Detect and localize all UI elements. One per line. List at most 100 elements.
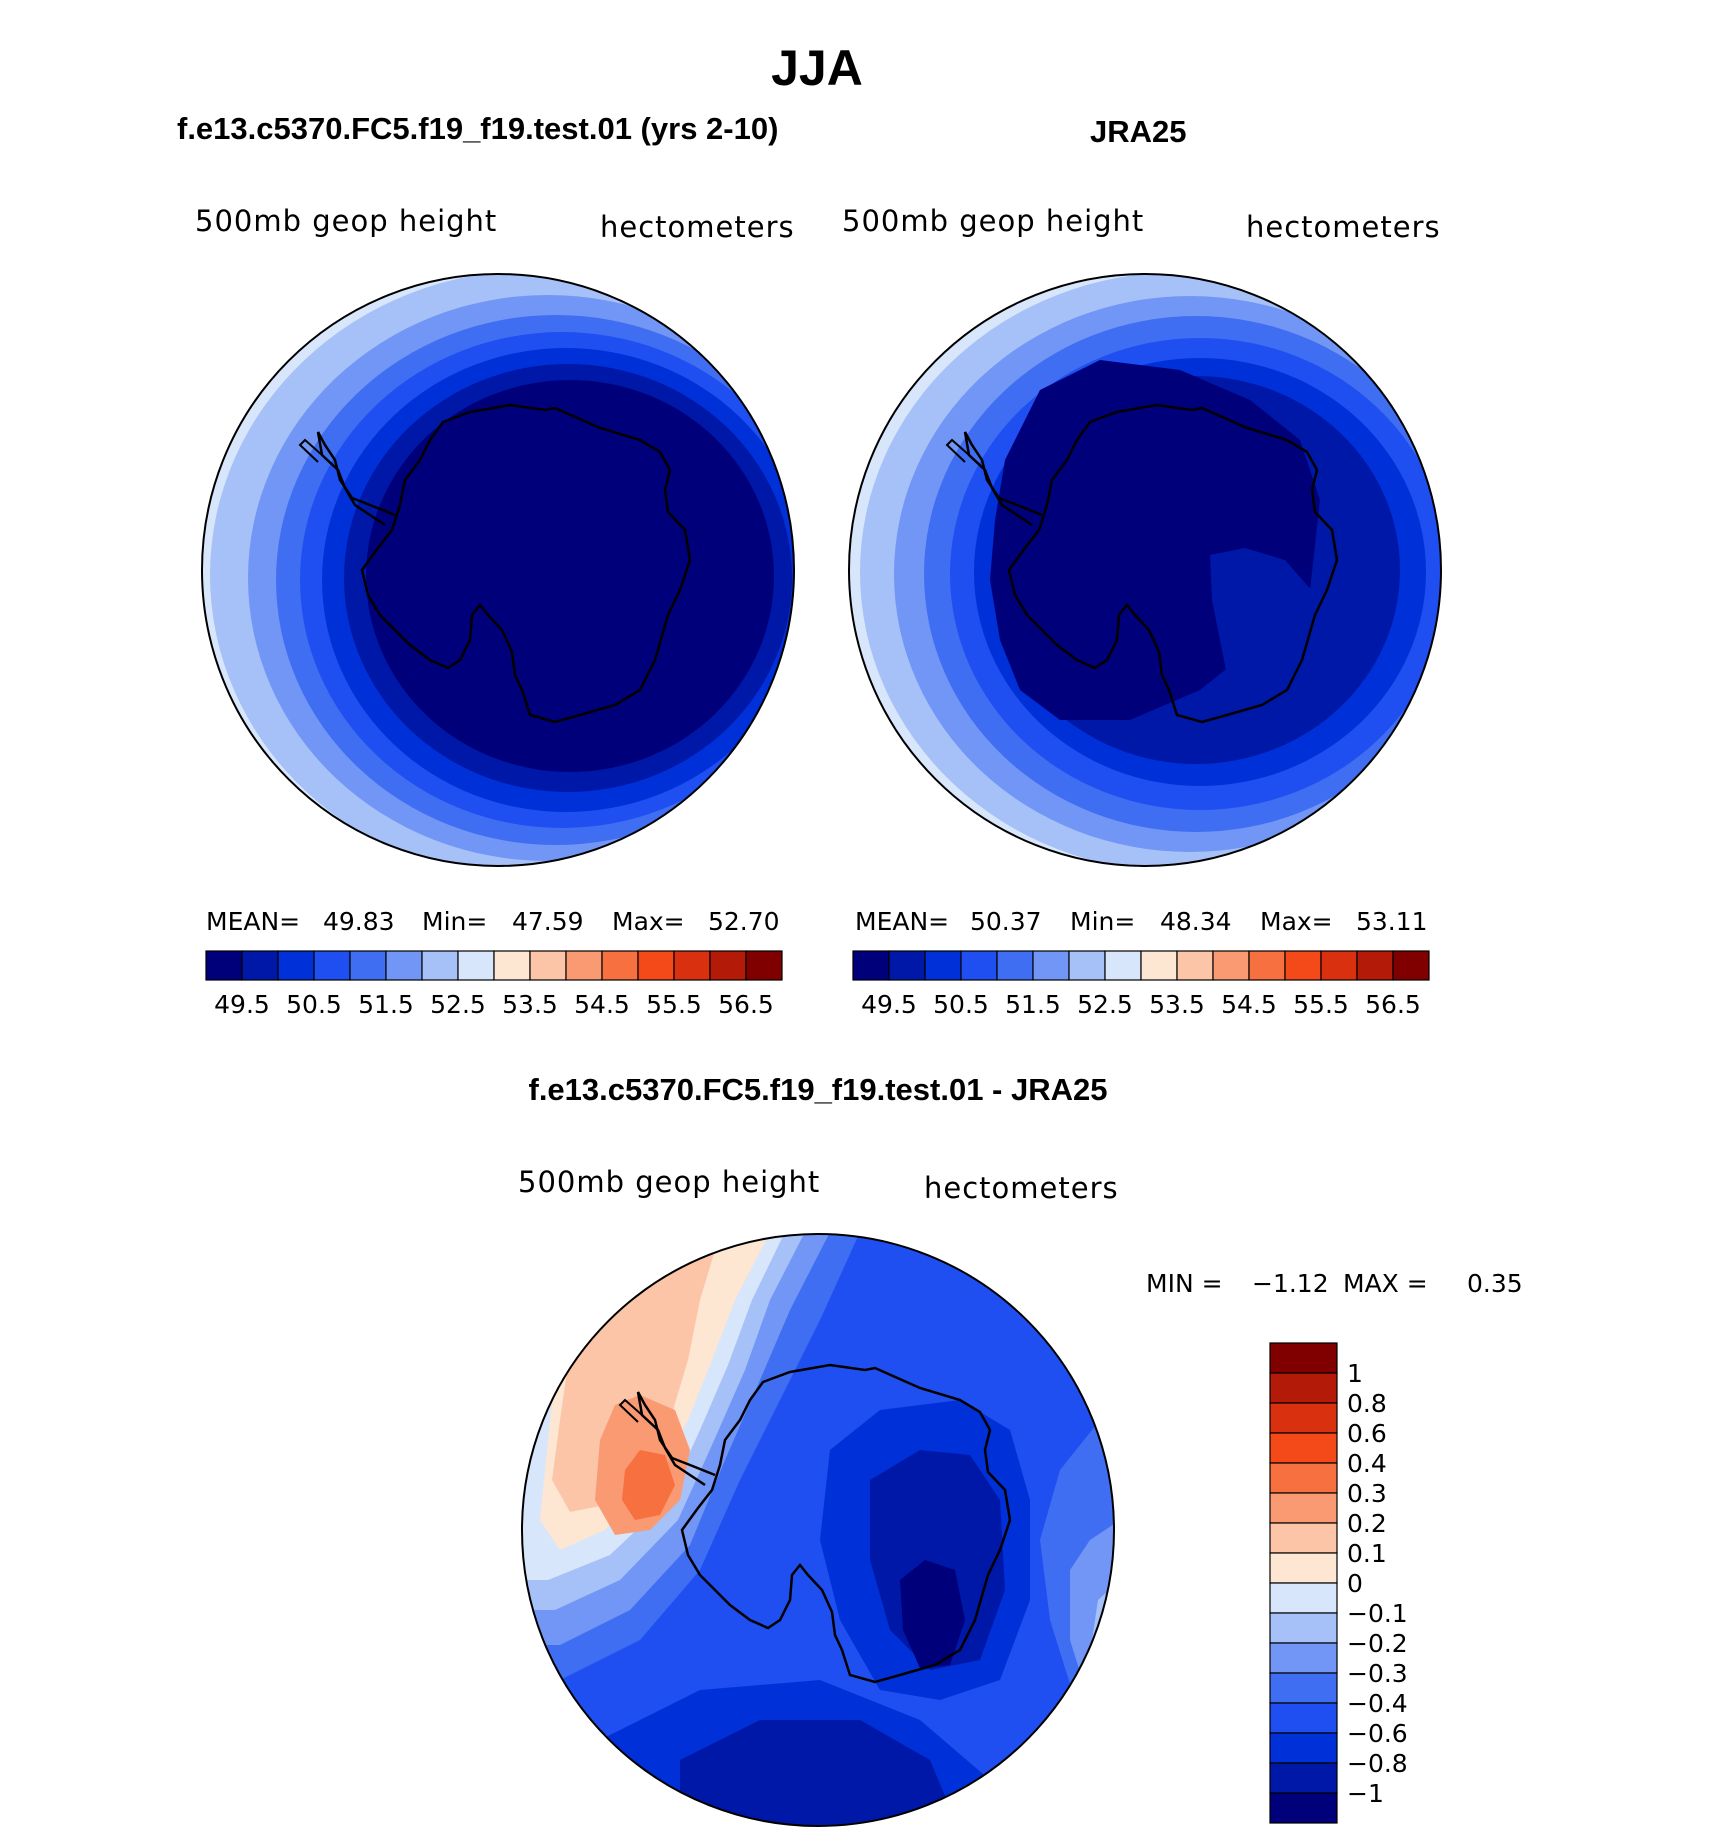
diff-min-value: −1.12 — [1252, 1269, 1329, 1298]
diff-coastline-group — [618, 1363, 1012, 1684]
diff-colorbar-swatch — [1269, 1342, 1338, 1374]
diff-colorbar-tick-label: 0.1 — [1347, 1539, 1387, 1568]
obs-colorbar-swatch — [1392, 950, 1430, 981]
obs-min-label: Min= — [1070, 907, 1135, 936]
model-max-label: Max= — [612, 907, 685, 936]
diff-variable-label: 500mb geop height — [518, 1165, 820, 1199]
obs-colorbar-tick-label: 56.5 — [1365, 990, 1421, 1019]
obs-peninsula-coastline — [963, 431, 1043, 527]
obs-colorbar-tick-label: 54.5 — [1221, 990, 1277, 1019]
obs-max-value: 53.11 — [1356, 907, 1428, 936]
diff-colorbar-swatch — [1269, 1732, 1338, 1764]
obs-map — [849, 274, 1441, 866]
model-colorbar-tick-label: 56.5 — [718, 990, 774, 1019]
diff-colorbar-swatch — [1269, 1612, 1338, 1644]
diff-colorbar-tick-label: 0.4 — [1347, 1449, 1387, 1478]
diff-max-value: 0.35 — [1467, 1269, 1523, 1298]
model-mean-value: 49.83 — [323, 907, 395, 936]
obs-variable-label: 500mb geop height — [842, 204, 1144, 238]
obs-units-label: hectometers — [1246, 210, 1441, 244]
obs-colorbar-tick-label: 50.5 — [933, 990, 989, 1019]
model-panel: f.e13.c5370.FC5.f19_f19.test.01 (yrs 2-1… — [177, 111, 795, 1019]
obs-colorbar-swatch — [996, 950, 1034, 981]
obs-panel: JRA25 500mb geop height hectometers MEAN… — [842, 114, 1442, 1019]
diff-colorbar: 10.80.60.40.30.20.10−0.1−0.2−0.3−0.4−0.6… — [1269, 1342, 1408, 1824]
diff-colorbar-tick-label: −1 — [1347, 1779, 1384, 1808]
diff-colorbar-swatch — [1269, 1372, 1338, 1404]
obs-colorbar-tick-label: 55.5 — [1293, 990, 1349, 1019]
model-units-label: hectometers — [600, 210, 795, 244]
obs-colorbar-swatch — [1176, 950, 1214, 981]
obs-colorbar: 49.5 50.5 51.5 52.5 53.5 54.5 55.5 56.5 — [852, 950, 1430, 1019]
model-colorbar-swatch — [493, 950, 531, 981]
model-colorbar-swatch — [349, 950, 387, 981]
diff-colorbar-swatch — [1269, 1792, 1338, 1824]
obs-mean-value: 50.37 — [970, 907, 1042, 936]
diff-panel: f.e13.c5370.FC5.f19_f19.test.01 - JRA25 … — [518, 1072, 1523, 1827]
model-colorbar-swatch — [421, 950, 459, 981]
obs-colorbar-swatch — [888, 950, 926, 981]
model-min-label: Min= — [422, 907, 487, 936]
model-colorbar-tick-label: 55.5 — [646, 990, 702, 1019]
model-colorbar-swatch — [205, 950, 243, 981]
model-max-value: 52.70 — [708, 907, 780, 936]
obs-colorbar-swatch — [924, 950, 962, 981]
diff-colorbar-swatch — [1269, 1462, 1338, 1494]
diff-colorbar-swatch — [1269, 1672, 1338, 1704]
obs-min-value: 48.34 — [1160, 907, 1232, 936]
model-colorbar: 49.5 50.5 51.5 52.5 53.5 54.5 55.5 56.5 — [205, 950, 783, 1019]
model-panel-title: f.e13.c5370.FC5.f19_f19.test.01 (yrs 2-1… — [177, 111, 778, 146]
diff-colorbar-tick-label: 0.8 — [1347, 1389, 1387, 1418]
obs-colorbar-tick-label: 49.5 — [861, 990, 917, 1019]
diff-colorbar-tick-label: 0 — [1347, 1569, 1363, 1598]
diff-colorbar-tick-label: −0.1 — [1347, 1599, 1408, 1628]
model-colorbar-tick-label: 50.5 — [286, 990, 342, 1019]
diff-colorbar-tick-label: 1 — [1347, 1359, 1363, 1388]
obs-colorbar-swatch — [1320, 950, 1358, 981]
model-colorbar-swatch — [637, 950, 675, 981]
obs-colorbar-tick-label: 53.5 — [1149, 990, 1205, 1019]
diff-colorbar-swatch — [1269, 1552, 1338, 1584]
diff-colorbar-tick-label: −0.4 — [1347, 1689, 1408, 1718]
model-colorbar-tick-label: 52.5 — [430, 990, 486, 1019]
model-colorbar-tick-label: 49.5 — [214, 990, 270, 1019]
model-colorbar-tick-label: 51.5 — [358, 990, 414, 1019]
diff-colorbar-tick-label: −0.6 — [1347, 1719, 1408, 1748]
obs-colorbar-swatch — [1248, 950, 1286, 981]
model-colorbar-tick-label: 53.5 — [502, 990, 558, 1019]
model-colorbar-swatch — [313, 950, 351, 981]
obs-colorbar-tick-label: 51.5 — [1005, 990, 1061, 1019]
obs-colorbar-swatch — [1104, 950, 1142, 981]
model-colorbar-swatch — [277, 950, 315, 981]
diff-units-label: hectometers — [924, 1171, 1119, 1205]
diff-colorbar-swatch — [1269, 1402, 1338, 1434]
model-colorbar-swatch — [673, 950, 711, 981]
model-colorbar-swatch — [457, 950, 495, 981]
diff-colorbar-swatch — [1269, 1522, 1338, 1554]
model-colorbar-swatch — [601, 950, 639, 981]
model-variable-label: 500mb geop height — [195, 204, 497, 238]
diff-colorbar-swatch — [1269, 1582, 1338, 1614]
diff-colorbar-tick-label: −0.8 — [1347, 1749, 1408, 1778]
figure-title: JJA — [771, 40, 863, 96]
obs-mean-label: MEAN= — [855, 907, 949, 936]
obs-colorbar-swatch — [852, 950, 890, 981]
diff-colorbar-tick-label: −0.2 — [1347, 1629, 1408, 1658]
diff-colorbar-swatch — [1269, 1492, 1338, 1524]
obs-colorbar-swatch — [1212, 950, 1250, 981]
diff-max-label: MAX = — [1343, 1269, 1428, 1298]
diff-colorbar-tick-label: 0.6 — [1347, 1419, 1387, 1448]
obs-colorbar-swatch — [1032, 950, 1070, 981]
diff-colorbar-swatch — [1269, 1702, 1338, 1734]
diff-colorbar-tick-label: 0.3 — [1347, 1479, 1387, 1508]
model-map — [202, 274, 794, 866]
model-colorbar-swatch — [385, 950, 423, 981]
model-antarctica-coastline — [360, 403, 692, 724]
model-mean-label: MEAN= — [206, 907, 300, 936]
obs-max-label: Max= — [1260, 907, 1333, 936]
diff-colorbar-swatch — [1269, 1642, 1338, 1674]
model-peninsula-coastline — [316, 431, 396, 527]
diff-min-label: MIN = — [1146, 1269, 1223, 1298]
diff-panel-title: f.e13.c5370.FC5.f19_f19.test.01 - JRA25 — [529, 1072, 1108, 1107]
